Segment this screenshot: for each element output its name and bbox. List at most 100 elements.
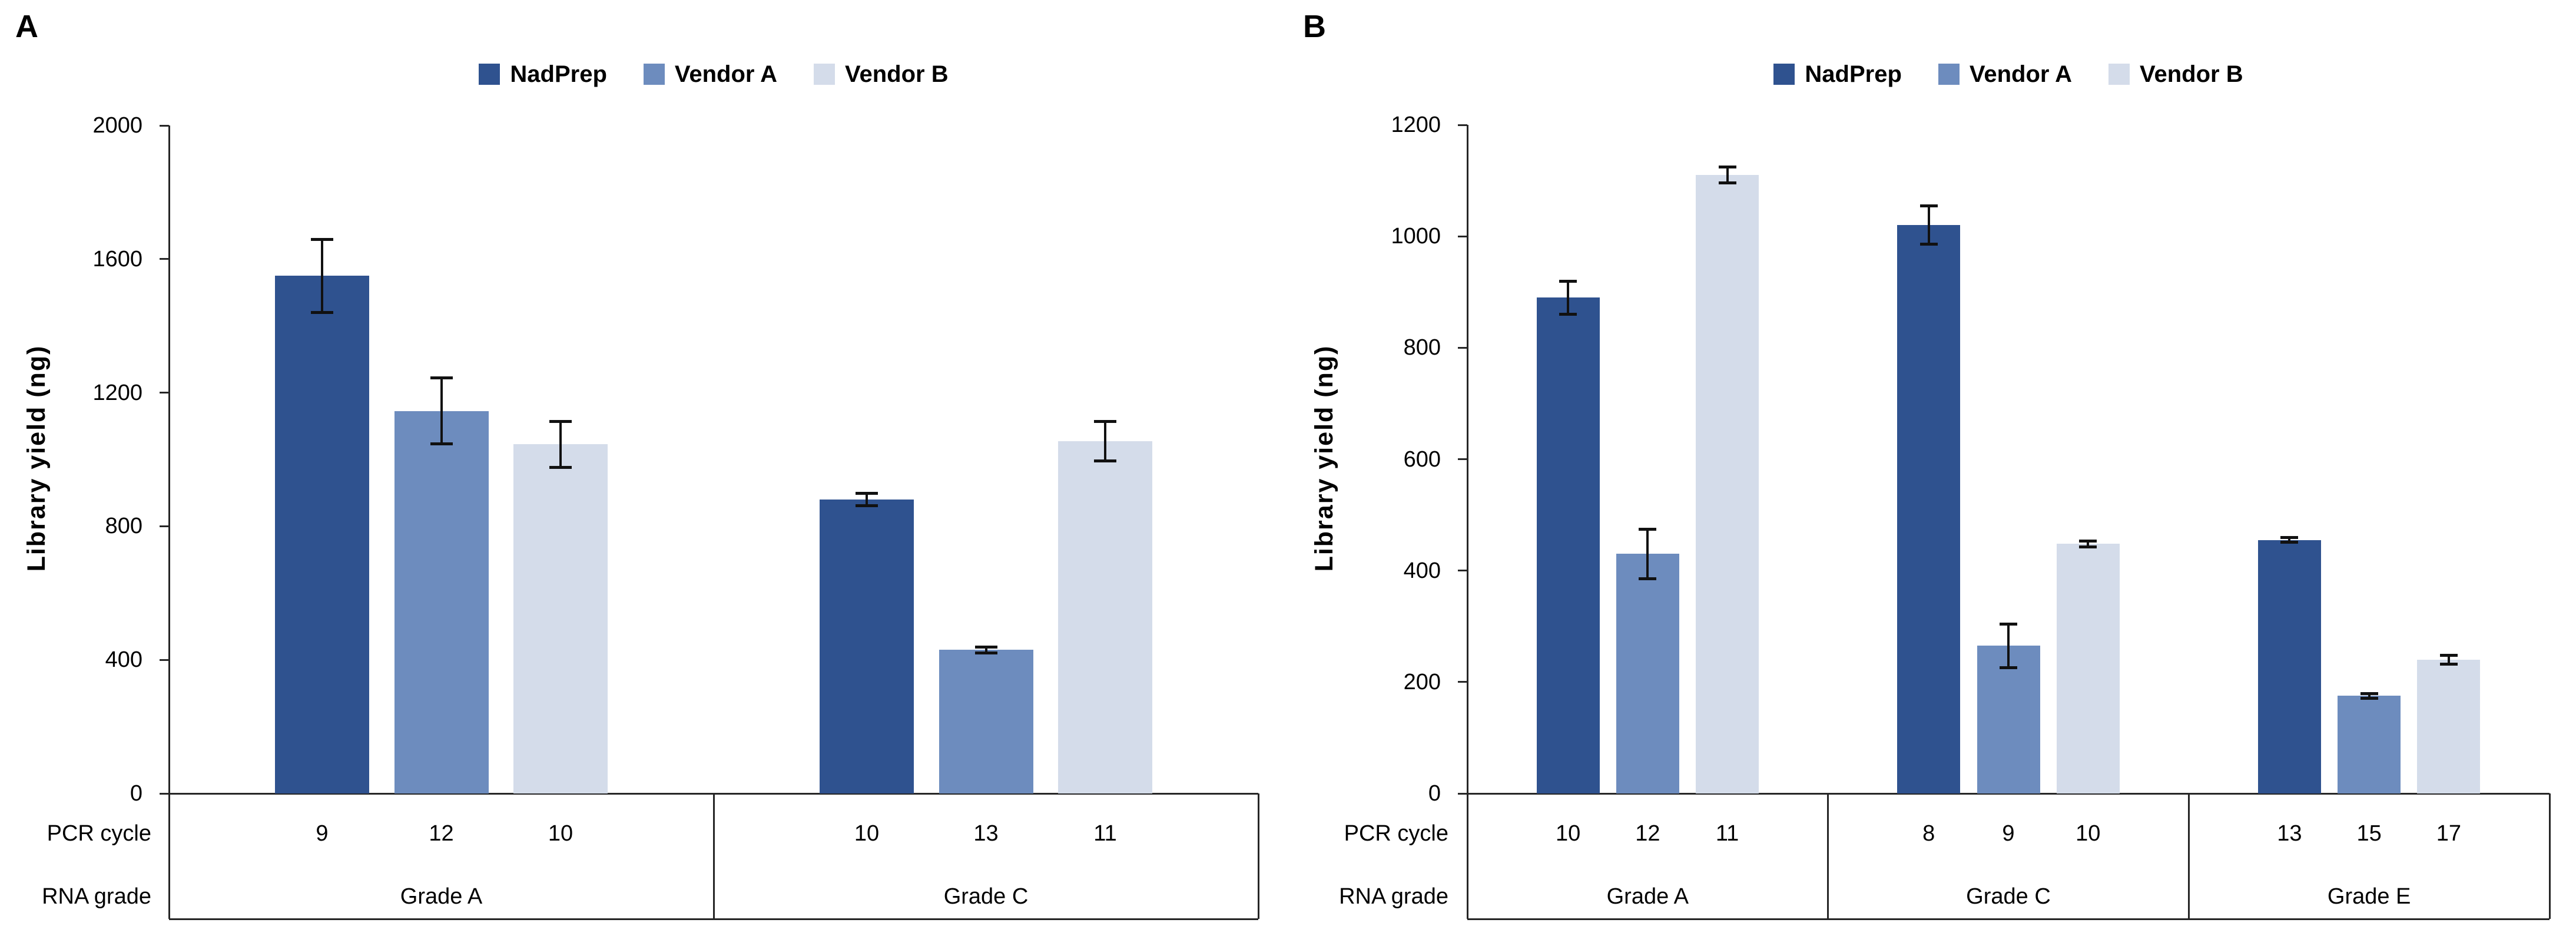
pcr-cycle-value: 9 xyxy=(316,821,329,846)
error-bar-cap xyxy=(2439,654,2458,657)
pcr-cycle-value: 11 xyxy=(1093,821,1117,846)
error-bar-cap xyxy=(974,645,997,649)
error-bar xyxy=(984,646,987,653)
error-bar xyxy=(2447,655,2450,664)
pcr-cycle-value: 12 xyxy=(1635,821,1660,846)
pcr-cycle-row-caption-a: PCR cycle xyxy=(47,821,151,846)
error-bar xyxy=(866,492,868,507)
pcr-cycle-value: 13 xyxy=(973,821,999,846)
error-bar-cap xyxy=(856,504,878,508)
error-bar-cap xyxy=(856,491,878,495)
legend-a: NadPrep Vendor A Vendor B xyxy=(169,61,1258,87)
y-tick xyxy=(1458,570,1467,572)
pcr-cycle-value: 11 xyxy=(1715,821,1739,846)
nadprep-swatch-icon xyxy=(479,64,500,85)
error-bar-cap xyxy=(1094,459,1116,462)
error-bar xyxy=(1726,166,1729,184)
error-bar-cap xyxy=(430,376,453,380)
error-bar-cap xyxy=(2280,541,2299,544)
bar xyxy=(1696,175,1759,793)
table-bottom-line xyxy=(1467,918,2550,920)
legend-label: NadPrep xyxy=(510,61,607,87)
legend-item-vendor-a: Vendor A xyxy=(1938,61,2072,88)
error-bar xyxy=(1567,280,1570,315)
bar xyxy=(1977,646,2040,793)
rna-grade-row-caption-a: RNA grade xyxy=(42,884,151,909)
rna-grade-label: Grade A xyxy=(1606,884,1689,909)
error-bar-cap xyxy=(2360,697,2378,700)
table-divider xyxy=(1466,793,1468,919)
y-tick-label: 2000 xyxy=(92,113,142,138)
error-bar-cap xyxy=(1639,577,1657,580)
table-divider xyxy=(1827,793,1829,919)
y-tick xyxy=(160,258,169,260)
error-bar-cap xyxy=(549,466,572,469)
y-tick-label: 1200 xyxy=(92,380,142,405)
table-divider xyxy=(712,793,715,919)
y-tick-label: 1200 xyxy=(1391,113,1441,137)
pcr-cycle-value: 9 xyxy=(2002,821,2015,846)
legend-label: Vendor A xyxy=(1969,61,2072,87)
legend-item-nadprep: NadPrep xyxy=(1773,61,1902,88)
y-tick-label: 400 xyxy=(105,647,142,673)
y-tick xyxy=(1458,346,1467,349)
bar xyxy=(1536,297,1600,793)
rna-grade-label: Grade E xyxy=(2327,884,2411,909)
legend-item-vendor-b: Vendor B xyxy=(814,61,949,88)
error-bar-cap xyxy=(1718,181,1736,185)
error-bar-cap xyxy=(1919,243,1938,246)
pcr-cycle-value: 15 xyxy=(2356,821,2382,846)
pcr-cycle-value: 17 xyxy=(2436,821,2462,846)
bar xyxy=(1058,441,1152,793)
panel-a-letter: A xyxy=(15,9,38,44)
bar xyxy=(2338,696,2401,793)
error-bar-cap xyxy=(2439,662,2458,666)
pcr-cycle-value: 12 xyxy=(429,821,454,846)
y-tick xyxy=(1458,124,1467,126)
rna-grade-row-caption-b: RNA grade xyxy=(1339,884,1448,909)
legend-label: Vendor A xyxy=(674,61,777,87)
pcr-cycle-value: 13 xyxy=(2277,821,2302,846)
error-bar-cap xyxy=(2280,535,2299,539)
y-tick xyxy=(160,392,169,394)
table-bottom-line xyxy=(169,918,1258,920)
vendor-b-swatch-icon xyxy=(2108,64,2130,85)
table-divider xyxy=(2548,793,2551,919)
pcr-cycle-value: 10 xyxy=(2076,821,2101,846)
legend-label: Vendor B xyxy=(2140,61,2243,87)
bar xyxy=(394,411,489,793)
pcr-cycle-value: 10 xyxy=(854,821,880,846)
y-tick xyxy=(1458,681,1467,683)
error-bar-cap xyxy=(430,442,453,446)
vendor-b-swatch-icon xyxy=(814,64,835,85)
bar xyxy=(2417,660,2481,793)
legend-label: Vendor B xyxy=(845,61,949,87)
error-bar-cap xyxy=(1919,204,1938,208)
y-tick xyxy=(160,792,169,795)
table-divider xyxy=(1257,793,1259,919)
y-tick-label: 800 xyxy=(1403,335,1441,360)
table-divider xyxy=(168,793,170,919)
pcr-cycle-value: 8 xyxy=(1922,821,1935,846)
y-tick-label: 1600 xyxy=(92,246,142,272)
legend-item-vendor-b: Vendor B xyxy=(2108,61,2243,88)
y-axis-title-a: Library yield (ng) xyxy=(22,345,51,572)
y-tick-label: 600 xyxy=(1403,446,1441,472)
y-axis-line xyxy=(1466,125,1468,795)
error-bar-cap xyxy=(974,651,997,654)
bar xyxy=(275,276,369,793)
nadprep-swatch-icon xyxy=(1773,64,1795,85)
error-bar xyxy=(1927,206,1930,245)
y-tick xyxy=(1458,458,1467,460)
error-bar xyxy=(440,378,443,445)
rna-grade-label: Grade C xyxy=(943,884,1029,909)
pcr-cycle-value: 10 xyxy=(1555,821,1581,846)
error-bar-cap xyxy=(1639,527,1657,531)
vendor-a-swatch-icon xyxy=(643,64,665,85)
rna-grade-label: Grade A xyxy=(400,884,483,909)
x-axis-line xyxy=(1467,792,2550,795)
y-tick-label: 1000 xyxy=(1391,224,1441,249)
bar xyxy=(2257,540,2321,793)
error-bar-cap xyxy=(1718,165,1736,168)
